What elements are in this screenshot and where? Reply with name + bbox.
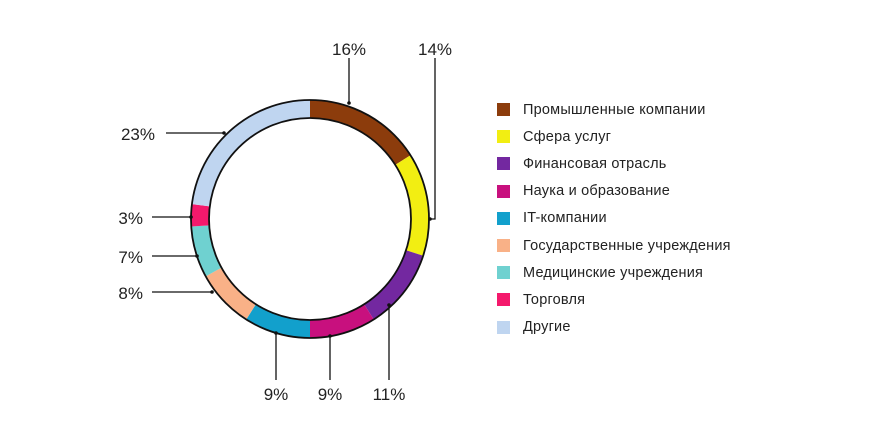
value-label-4: 9% bbox=[318, 385, 343, 404]
leader-dot-7 bbox=[195, 254, 199, 258]
value-label-8: 3% bbox=[118, 209, 143, 228]
leader-dot-2 bbox=[428, 217, 432, 221]
legend-swatch bbox=[497, 293, 510, 307]
legend-item-6: Государственные учреждения bbox=[497, 232, 731, 259]
legend-swatch bbox=[497, 184, 510, 198]
value-label-2: 14% bbox=[418, 40, 452, 59]
legend-item-4: Наука и образование bbox=[497, 178, 731, 205]
leader-line-2 bbox=[430, 58, 436, 220]
legend-item-7: Медицинские учреждения bbox=[497, 259, 731, 286]
value-label-5: 9% bbox=[264, 385, 289, 404]
slice-4 bbox=[310, 304, 374, 338]
legend-swatch bbox=[497, 103, 510, 117]
legend-label: Финансовая отрасль bbox=[523, 155, 667, 172]
legend-item-1: Промышленные компании bbox=[497, 96, 731, 123]
value-label-1: 16% bbox=[332, 40, 366, 59]
legend-label: Сфера услуг bbox=[523, 128, 612, 145]
leader-dot-9 bbox=[222, 131, 226, 135]
value-label-9: 23% bbox=[121, 125, 155, 144]
leader-dot-3 bbox=[387, 303, 391, 307]
legend: Промышленные компании Сфера услуг Финансов… bbox=[497, 96, 731, 341]
ring-inner-outline bbox=[208, 117, 412, 321]
legend-item-2: Сфера услуг bbox=[497, 123, 731, 150]
legend-swatch bbox=[497, 157, 510, 171]
legend-label: Наука и образование bbox=[523, 183, 670, 200]
legend-label: Государственные учреждения bbox=[523, 237, 731, 254]
value-label-6: 8% bbox=[118, 284, 143, 303]
legend-label: Медицинские учреждения bbox=[523, 264, 704, 281]
legend-item-8: Торговля bbox=[497, 286, 731, 313]
slice-2 bbox=[395, 155, 429, 256]
value-label-7: 7% bbox=[118, 248, 143, 267]
leader-dot-1 bbox=[347, 101, 351, 105]
legend-item-3: Финансовая отрасль bbox=[497, 150, 731, 177]
leader-dot-6 bbox=[210, 290, 214, 294]
legend-swatch bbox=[497, 266, 510, 280]
leader-dot-8 bbox=[189, 215, 193, 219]
legend-label: Торговля bbox=[523, 291, 586, 308]
legend-label: Промышленные компании bbox=[523, 101, 706, 118]
slice-9 bbox=[191, 100, 310, 207]
leader-dot-4 bbox=[328, 334, 332, 338]
legend-swatch bbox=[497, 211, 510, 225]
legend-item-9: Другие bbox=[497, 314, 731, 341]
legend-swatch bbox=[497, 320, 510, 334]
slice-7 bbox=[191, 225, 222, 277]
value-label-3: 11% bbox=[373, 385, 406, 404]
legend-label: IT-компании bbox=[523, 210, 607, 227]
legend-swatch bbox=[497, 130, 510, 144]
legend-swatch bbox=[497, 239, 510, 253]
slice-1 bbox=[310, 100, 411, 165]
slice-3 bbox=[364, 250, 424, 320]
legend-item-5: IT-компании bbox=[497, 205, 731, 232]
slice-6 bbox=[205, 267, 256, 320]
slice-8 bbox=[191, 204, 210, 227]
leader-dot-5 bbox=[274, 331, 278, 335]
legend-label: Другие bbox=[523, 319, 571, 336]
slice-5 bbox=[246, 304, 310, 338]
